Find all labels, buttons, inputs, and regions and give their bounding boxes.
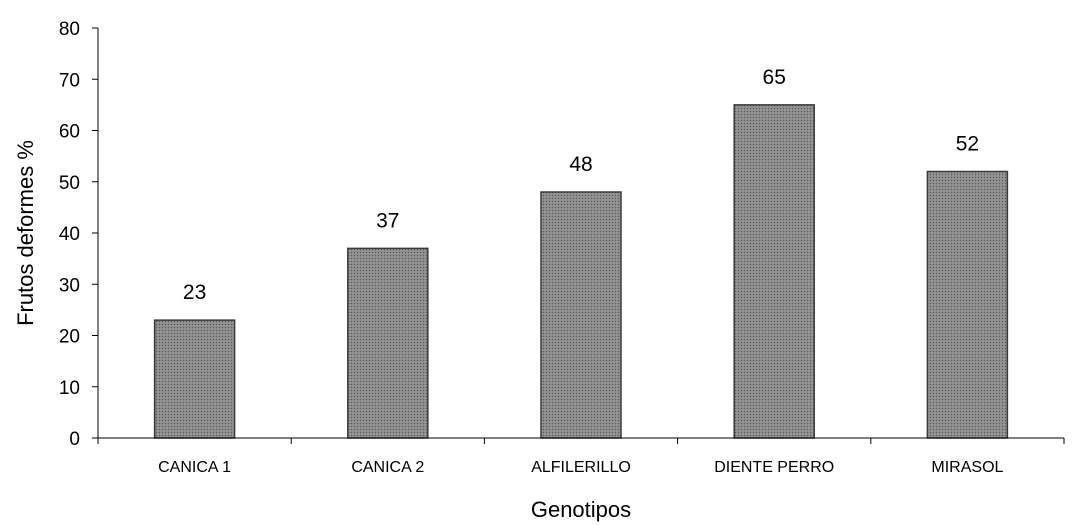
y-tick-label: 70 [59, 70, 80, 91]
bar [926, 170, 1009, 439]
bar [733, 104, 815, 439]
bar [347, 247, 429, 439]
data-label: 52 [956, 133, 979, 156]
data-label: 37 [376, 209, 399, 232]
x-tick-label: MIRASOL [931, 459, 1003, 476]
bars [153, 104, 1009, 439]
data-labels: 23 37 48 65 52 [183, 66, 979, 304]
y-tick-label: 30 [59, 275, 80, 296]
y-tick-label: 0 [69, 429, 80, 450]
x-tick-label: CANICA 1 [158, 459, 231, 476]
y-tick-label: 50 [59, 173, 80, 194]
x-tick-label: DIENTE PERRO [714, 459, 834, 476]
y-axis-ticks: 0 10 20 30 40 50 60 70 80 [59, 19, 98, 450]
data-label: 48 [569, 153, 592, 176]
y-axis-title: Frutos deformes % [13, 140, 38, 326]
y-tick-label: 60 [59, 122, 80, 143]
y-tick-label: 20 [59, 327, 80, 348]
bar [153, 319, 236, 439]
data-label: 23 [183, 281, 206, 304]
y-tick-label: 40 [59, 224, 80, 245]
x-tick-label: ALFILERILLO [531, 459, 631, 476]
x-axis-ticks: CANICA 1 CANICA 2 ALFILERILLO DIENTE PERRO M… [97, 438, 1065, 476]
x-tick-label: CANICA 2 [351, 459, 424, 476]
data-label: 65 [763, 66, 786, 89]
y-tick-label: 10 [59, 378, 80, 399]
y-tick-label: 80 [59, 19, 80, 40]
bar [540, 191, 622, 439]
x-axis-title: Genotipos [531, 497, 631, 522]
